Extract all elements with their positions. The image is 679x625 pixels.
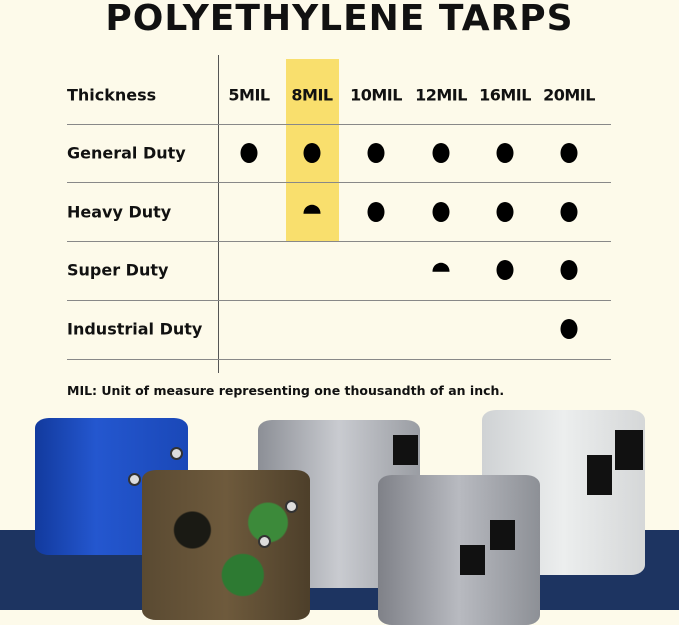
full-dot-icon	[560, 143, 578, 163]
grommet-icon	[258, 535, 271, 548]
full-dot-icon	[496, 260, 514, 280]
column-header: 5MIL	[228, 85, 270, 105]
column-header: 8MIL	[291, 85, 333, 105]
full-dot-icon	[496, 202, 514, 222]
full-dot-icon	[367, 143, 385, 163]
column-header: 12MIL	[415, 85, 467, 105]
column-header: 16MIL	[479, 85, 531, 105]
silver-black-tarp-roll	[378, 475, 540, 625]
full-dot-icon	[240, 143, 258, 163]
half-dot-icon	[432, 262, 450, 272]
column-divider	[218, 55, 219, 373]
row-label: Super Duty	[67, 260, 169, 280]
row-label: General Duty	[67, 143, 186, 163]
column-header: 10MIL	[350, 85, 402, 105]
full-dot-icon	[560, 260, 578, 280]
page-title: POLYETHYLENE TARPS	[105, 0, 574, 39]
grommet-icon	[170, 447, 183, 460]
black-corner-patch	[615, 430, 643, 470]
row-divider	[67, 300, 611, 301]
mil-footnote: MIL: Unit of measure representing one th…	[67, 383, 505, 398]
black-corner-patch	[393, 435, 418, 465]
grommet-icon	[128, 473, 141, 486]
full-dot-icon	[367, 202, 385, 222]
row-divider	[67, 241, 611, 242]
camo-tarp-roll	[142, 470, 310, 620]
row-label: Heavy Duty	[67, 202, 172, 222]
row-divider	[67, 182, 611, 183]
row-divider	[67, 359, 611, 360]
row-label: Industrial Duty	[67, 319, 203, 339]
full-dot-icon	[432, 143, 450, 163]
full-dot-icon	[496, 143, 514, 163]
full-dot-icon	[303, 143, 321, 163]
column-header: 20MIL	[543, 85, 595, 105]
row-divider	[67, 124, 611, 125]
black-corner-patch	[460, 545, 485, 575]
half-dot-icon	[303, 204, 321, 214]
full-dot-icon	[432, 202, 450, 222]
header-label: Thickness	[67, 85, 157, 105]
grommet-icon	[285, 500, 298, 513]
full-dot-icon	[560, 202, 578, 222]
black-corner-patch	[490, 520, 515, 550]
full-dot-icon	[560, 319, 578, 339]
black-corner-patch	[587, 455, 612, 495]
